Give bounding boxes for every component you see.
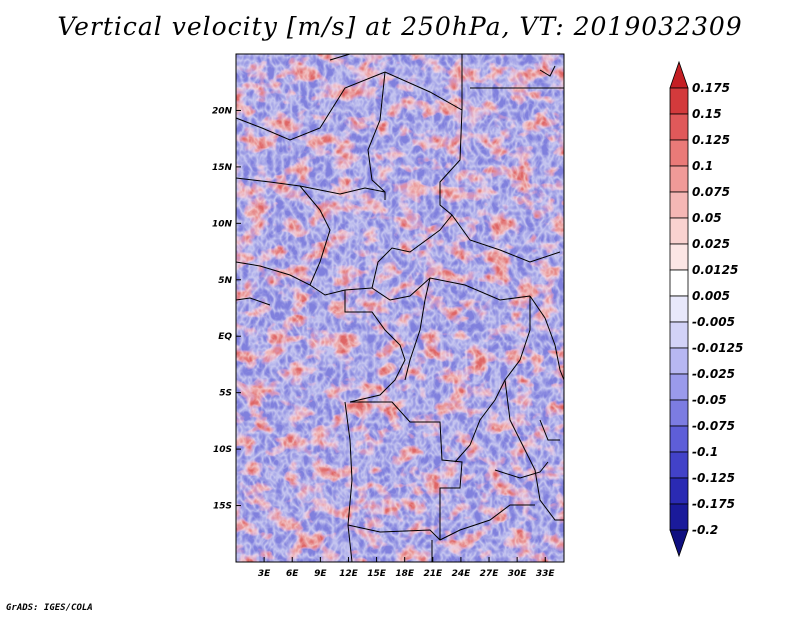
- x-tick-label: 24E: [452, 569, 472, 579]
- x-tick-label: 6E: [286, 569, 299, 579]
- colorbar-label: 0.1: [692, 159, 713, 173]
- colorbar-swatch: [669, 373, 689, 401]
- country-borders: [235, 53, 565, 563]
- y-tick-label: 10S: [213, 445, 232, 455]
- colorbar-swatch: [669, 321, 689, 349]
- map-panel: 3E 6E 9E 12E 15E 18E 21E 24E 27E 30E 33E 20N 15N 10N…: [212, 53, 565, 579]
- x-tick-label: 33E: [536, 569, 556, 579]
- map-frame: [235, 53, 565, 563]
- x-tick-label: 15E: [367, 569, 387, 579]
- colorbar-swatch: [669, 295, 689, 323]
- colorbar-swatch: [669, 529, 689, 558]
- y-tick-label: 15S: [213, 502, 232, 512]
- y-tick-label: 10N: [212, 219, 233, 229]
- y-tick-label: 15N: [212, 163, 233, 173]
- y-axis: 20N 15N 10N 5N EQ 5S 10S 15S: [212, 106, 241, 512]
- y-tick-label: 5S: [219, 389, 232, 399]
- x-tick-label: 3E: [258, 569, 271, 579]
- colorbar: 0.175 0.15 0.125 0.1 0.075 0.05 0.025 0.0125 0.0…: [669, 60, 743, 558]
- colorbar-swatch: [669, 399, 689, 427]
- colorbar-swatch: [669, 347, 689, 375]
- colorbar-label: 0.025: [692, 237, 730, 251]
- y-tick-label: EQ: [218, 332, 232, 342]
- colorbar-label: -0.125: [692, 471, 735, 485]
- colorbar-label: 0.15: [692, 107, 722, 121]
- chart-title: Vertical velocity [m/s] at 250hPa, VT: 2…: [57, 12, 743, 41]
- x-tick-label: 18E: [395, 569, 415, 579]
- y-tick-label: 20N: [212, 106, 233, 116]
- colorbar-label: -0.025: [692, 367, 735, 381]
- colorbar-swatch: [669, 217, 689, 245]
- x-tick-label: 27E: [480, 569, 500, 579]
- colorbar-swatch: [669, 165, 689, 193]
- grads-credit: GrADS: IGES/COLA: [6, 603, 93, 613]
- x-tick-label: 9E: [314, 569, 327, 579]
- colorbar-swatch: [669, 113, 689, 141]
- x-axis: 3E 6E 9E 12E 15E 18E 21E 24E 27E 30E 33E: [258, 557, 556, 579]
- colorbar-swatch: [669, 451, 689, 479]
- colorbar-label: 0.125: [692, 133, 730, 147]
- colorbar-label: -0.075: [692, 419, 735, 433]
- colorbar-label: -0.005: [692, 315, 735, 329]
- colorbar-swatch: [669, 87, 689, 115]
- colorbar-label: 0.175: [692, 81, 730, 95]
- x-tick-label: 21E: [423, 569, 443, 579]
- colorbar-swatch: [669, 191, 689, 219]
- y-tick-label: 5N: [218, 276, 232, 286]
- colorbar-label: -0.05: [692, 393, 727, 407]
- colorbar-label: 0.05: [692, 211, 722, 225]
- colorbar-swatch: [669, 269, 689, 297]
- map-field-texture: [236, 54, 564, 562]
- colorbar-label: 0.075: [692, 185, 730, 199]
- colorbar-swatch: [669, 243, 689, 271]
- colorbar-swatch: [669, 503, 689, 531]
- colorbar-label: 0.0125: [692, 263, 738, 277]
- x-tick-label: 30E: [508, 569, 528, 579]
- colorbar-swatch: [669, 60, 689, 89]
- colorbar-swatch: [669, 477, 689, 505]
- colorbar-label: -0.2: [692, 523, 718, 537]
- x-tick-label: 12E: [339, 569, 359, 579]
- colorbar-swatch: [669, 139, 689, 167]
- colorbar-label: -0.1: [692, 445, 718, 459]
- colorbar-label: 0.005: [692, 289, 730, 303]
- colorbar-label: -0.0125: [692, 341, 743, 355]
- colorbar-swatch: [669, 425, 689, 453]
- colorbar-label: -0.175: [692, 497, 735, 511]
